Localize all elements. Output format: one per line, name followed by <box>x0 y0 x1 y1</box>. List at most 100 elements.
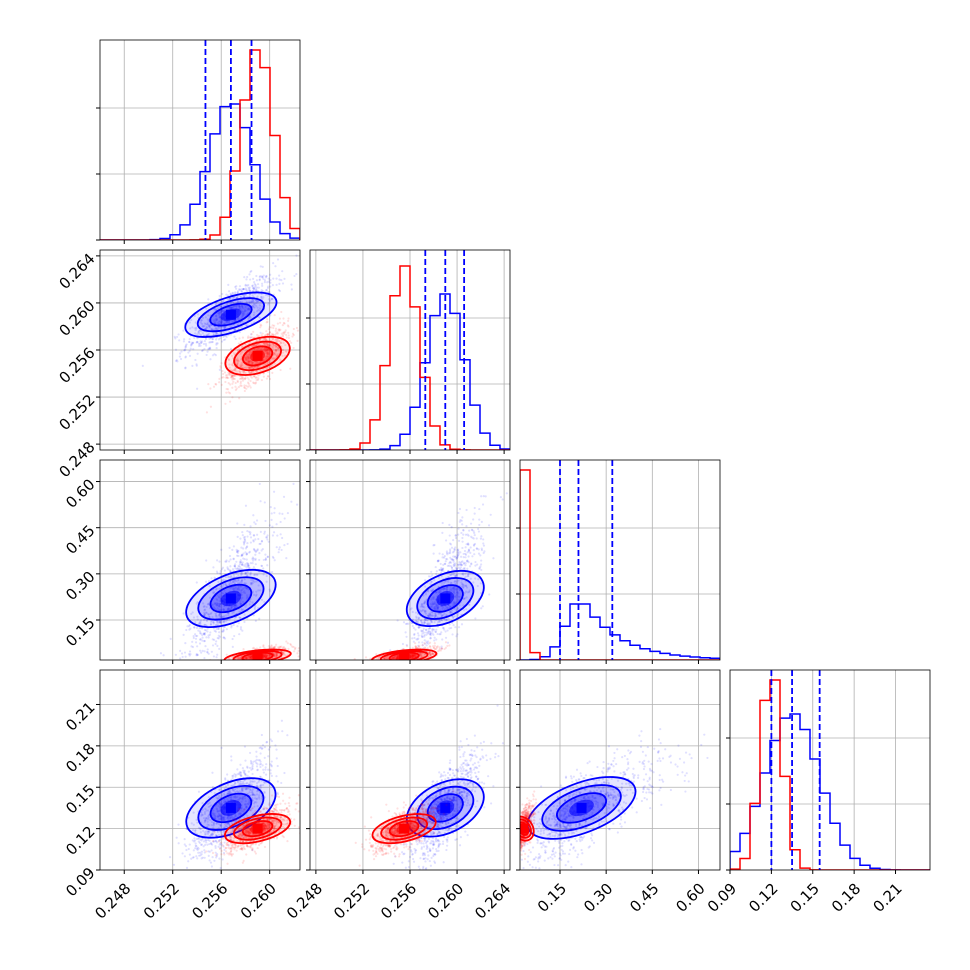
sample-point <box>222 662 224 664</box>
sample-point <box>440 569 443 573</box>
sample-point <box>248 356 251 359</box>
sample-point <box>240 554 243 558</box>
sample-point <box>251 556 255 559</box>
sample-point <box>254 662 256 664</box>
sample-point <box>230 320 234 324</box>
sample-point <box>472 537 475 540</box>
sample-point <box>453 586 456 589</box>
sample-point <box>205 307 208 310</box>
sample-point <box>215 343 218 346</box>
sample-point <box>239 295 242 298</box>
sample-point <box>195 654 198 657</box>
sample-point <box>233 305 236 308</box>
sample-point <box>458 567 462 571</box>
sample-point <box>236 554 239 557</box>
sample-point <box>218 572 222 575</box>
sample-point <box>252 661 254 663</box>
sample-point <box>264 363 267 366</box>
sample-point <box>423 609 426 612</box>
sample-point <box>235 660 237 662</box>
sample-point <box>270 645 273 648</box>
sample-point <box>443 618 446 621</box>
sample-point <box>233 564 236 568</box>
sample-point <box>174 359 178 363</box>
sample-point <box>192 348 195 351</box>
sample-point <box>247 360 251 363</box>
sample-point <box>234 327 237 331</box>
sample-point <box>264 362 267 366</box>
sample-point <box>266 349 269 352</box>
sample-point <box>266 333 269 336</box>
sample-point <box>220 331 223 334</box>
sample-point <box>282 331 285 334</box>
sample-point <box>265 351 268 354</box>
sample-point <box>443 555 446 558</box>
sample-point <box>418 673 420 675</box>
sample-point <box>221 630 225 633</box>
sample-point <box>292 327 295 331</box>
sample-point <box>432 602 435 605</box>
sample-point <box>257 286 260 289</box>
sample-point <box>256 365 259 369</box>
sample-point <box>204 327 207 331</box>
sample-point <box>236 663 238 665</box>
sample-point <box>210 611 213 615</box>
sample-point <box>193 633 197 636</box>
sample-point <box>443 612 446 615</box>
sample-point <box>283 354 287 357</box>
sample-point <box>245 657 248 660</box>
sample-point <box>223 620 226 623</box>
sample-point <box>262 644 265 647</box>
sample-point <box>266 281 269 284</box>
sample-point <box>372 660 374 662</box>
sample-point <box>450 546 454 549</box>
sample-point <box>184 367 187 370</box>
sample-point <box>223 322 226 325</box>
sample-point <box>224 583 228 586</box>
sample-point <box>248 352 252 355</box>
sample-point <box>215 604 218 607</box>
sample-point <box>448 550 452 553</box>
sample-point <box>219 609 223 612</box>
sample-point <box>282 341 285 345</box>
sample-point <box>269 314 272 317</box>
sample-point <box>203 605 206 608</box>
sample-point <box>435 603 438 606</box>
sample-point <box>227 290 231 293</box>
sample-point <box>242 666 244 668</box>
sample-point <box>200 319 203 322</box>
sample-point <box>205 619 208 622</box>
sample-point <box>260 297 263 300</box>
sample-point <box>236 290 240 293</box>
sample-point <box>206 650 209 654</box>
sample-point <box>438 589 441 592</box>
sample-point <box>212 385 216 388</box>
sample-point <box>265 357 268 360</box>
sample-point <box>221 310 224 313</box>
sample-point <box>264 654 268 657</box>
sample-point <box>246 542 249 545</box>
sample-point <box>468 529 471 532</box>
sample-point <box>424 593 428 596</box>
sample-point <box>259 660 261 662</box>
sample-point <box>253 606 256 609</box>
sample-point <box>231 666 233 668</box>
sample-point <box>432 544 435 547</box>
sample-point <box>274 645 277 648</box>
sample-point <box>226 388 230 391</box>
sample-point <box>248 603 251 606</box>
sample-point <box>446 629 449 632</box>
sample-point <box>492 557 495 560</box>
sample-point <box>266 350 269 354</box>
sample-point <box>218 311 221 314</box>
sample-point <box>239 365 242 368</box>
sample-point <box>450 611 453 614</box>
sample-point <box>251 557 254 560</box>
sample-point <box>248 530 251 534</box>
sample-point <box>203 608 207 611</box>
sample-point <box>428 632 431 636</box>
sample-point <box>249 379 252 383</box>
sample-point <box>260 598 264 601</box>
sample-point <box>247 664 249 666</box>
sample-point <box>261 547 264 551</box>
